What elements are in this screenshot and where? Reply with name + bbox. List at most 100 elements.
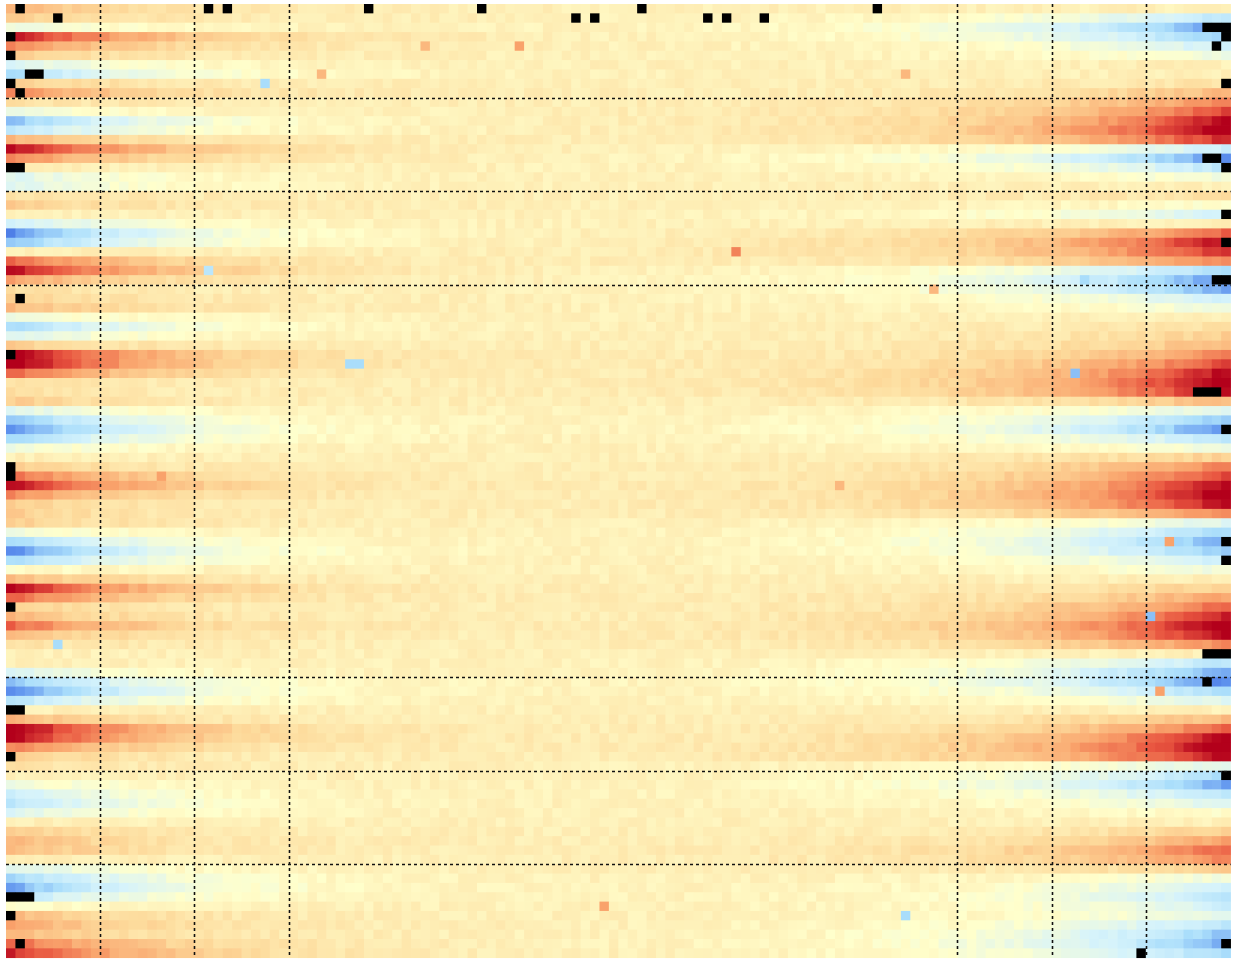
heatmap-cell [1174, 88, 1184, 98]
heatmap-cell [712, 106, 723, 117]
heatmap-cell [1051, 144, 1062, 154]
heatmap-cell [53, 50, 63, 61]
heatmap-cell [1136, 162, 1147, 173]
heatmap-cell [1023, 284, 1034, 295]
heatmap-cell [703, 191, 713, 201]
heatmap-cell [806, 88, 817, 98]
heatmap-cell [985, 60, 996, 70]
heatmap-cell [241, 200, 252, 211]
heatmap-cell [119, 153, 129, 164]
heatmap-cell [1032, 69, 1043, 80]
heatmap-cell [1202, 228, 1213, 239]
heatmap-cell [326, 153, 337, 164]
heatmap-cell [599, 321, 610, 332]
heatmap-cell [750, 247, 760, 257]
heatmap-cell [806, 134, 817, 145]
heatmap-cell [561, 275, 572, 285]
heatmap-cell [382, 303, 393, 313]
heatmap-cell [467, 284, 478, 295]
heatmap-cell [1089, 219, 1100, 229]
heatmap-cell [542, 237, 553, 248]
heatmap-cell [684, 349, 695, 360]
heatmap-cell [900, 303, 911, 313]
heatmap-cell [731, 265, 742, 276]
heatmap-cell [279, 237, 289, 248]
heatmap-cell [1098, 88, 1109, 98]
heatmap-cell [1211, 97, 1222, 108]
heatmap-cell [382, 125, 393, 136]
heatmap-cell [910, 349, 921, 360]
heatmap-cell [1164, 340, 1175, 351]
heatmap-cell [759, 349, 770, 360]
heatmap-cell [618, 247, 629, 257]
heatmap-cell [627, 247, 638, 257]
heatmap-cell [6, 293, 16, 304]
heatmap-cell [194, 284, 205, 295]
heatmap-cell [552, 4, 563, 14]
heatmap-cell [646, 303, 657, 313]
heatmap-cell [524, 153, 534, 164]
heatmap-cell [1051, 41, 1062, 52]
heatmap-cell [316, 13, 327, 24]
heatmap-cell [552, 50, 563, 61]
heatmap-cell [1202, 97, 1213, 108]
heatmap-cell [834, 200, 845, 211]
heatmap-cell [976, 284, 987, 295]
heatmap-cell [420, 247, 431, 257]
heatmap-cell [655, 153, 666, 164]
heatmap-cell [1070, 181, 1081, 192]
heatmap-cell [279, 303, 289, 313]
heatmap-cell [618, 32, 629, 42]
heatmap-cell-missing [637, 4, 647, 14]
heatmap-cell [976, 4, 987, 14]
heatmap-cell [1145, 4, 1156, 14]
heatmap-cell [1032, 340, 1043, 351]
heatmap-cell [627, 125, 638, 136]
heatmap-cell [1070, 219, 1081, 229]
heatmap-cell [316, 125, 327, 136]
heatmap-cell [505, 312, 516, 323]
heatmap-cell [637, 116, 647, 126]
heatmap-cell [298, 88, 308, 98]
heatmap-cell [891, 4, 902, 14]
heatmap-cell [279, 331, 289, 341]
heatmap-cell [863, 312, 873, 323]
heatmap-cell [175, 181, 186, 192]
heatmap-cell [1004, 78, 1015, 89]
heatmap-cell [1079, 331, 1090, 341]
heatmap-cell [703, 22, 713, 33]
heatmap-cell [561, 4, 572, 14]
heatmap-cell [580, 265, 591, 276]
heatmap-cell [175, 293, 186, 304]
heatmap-cell [740, 293, 751, 304]
heatmap-cell [1202, 41, 1213, 52]
heatmap-cell [571, 237, 581, 248]
heatmap-cell [1126, 134, 1137, 145]
heatmap-cell [34, 331, 45, 341]
heatmap-cell [354, 116, 365, 126]
heatmap-cell [825, 349, 836, 360]
heatmap-cell [128, 191, 139, 201]
heatmap-cell [458, 247, 468, 257]
heatmap-cell [420, 144, 431, 154]
heatmap-cell [655, 331, 666, 341]
heatmap-cell [1070, 191, 1081, 201]
heatmap-cell [439, 153, 450, 164]
heatmap-cell [232, 60, 242, 70]
heatmap-cell [1032, 200, 1043, 211]
heatmap-cell [882, 247, 892, 257]
heatmap-cell [401, 349, 412, 360]
heatmap-cell [674, 181, 685, 192]
heatmap-cell [731, 219, 742, 229]
heatmap-cell [156, 247, 167, 257]
heatmap-cell [1211, 88, 1222, 98]
heatmap-cell [524, 321, 534, 332]
heatmap-cell [335, 256, 346, 267]
heatmap-cell [429, 134, 440, 145]
heatmap-cell [834, 275, 845, 285]
heatmap-cell [1164, 88, 1175, 98]
heatmap-cell [985, 191, 996, 201]
heatmap-cell [976, 321, 987, 332]
heatmap-cell [429, 181, 440, 192]
heatmap-cell [1089, 293, 1100, 304]
